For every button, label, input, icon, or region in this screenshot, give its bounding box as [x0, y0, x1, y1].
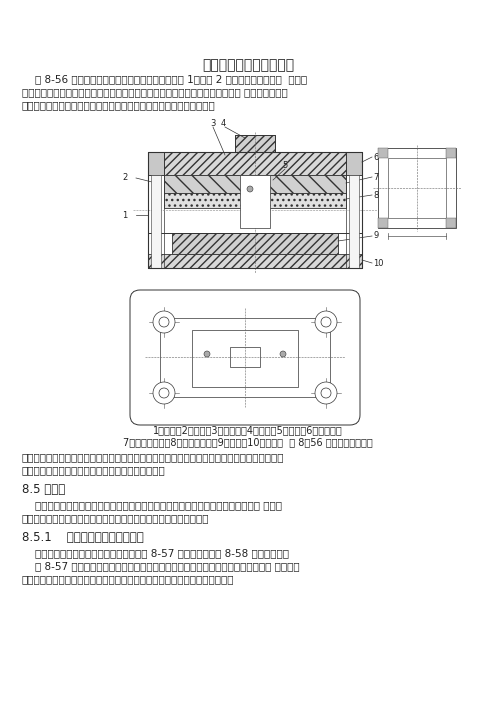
- Bar: [235, 135, 275, 152]
- Bar: [172, 233, 338, 254]
- Text: 8.5 复合模: 8.5 复合模: [22, 483, 65, 496]
- Circle shape: [315, 311, 337, 333]
- Bar: [235, 135, 275, 152]
- Bar: [160, 318, 330, 397]
- Bar: [148, 152, 164, 268]
- Text: 案例四导柱式简单落料模: 案例四导柱式简单落料模: [202, 58, 294, 72]
- Text: 5: 5: [282, 161, 288, 171]
- Bar: [349, 175, 359, 268]
- Bar: [346, 152, 362, 268]
- Bar: [378, 218, 388, 228]
- Bar: [148, 152, 164, 175]
- Circle shape: [280, 351, 286, 357]
- Circle shape: [204, 351, 210, 357]
- Text: 8: 8: [373, 190, 378, 199]
- Circle shape: [153, 311, 175, 333]
- Bar: [346, 152, 362, 175]
- Bar: [148, 233, 362, 268]
- Text: 1－导柱；2－导套；3－档料销；4－模柄；5－凸模；6－上模板；: 1－导柱；2－导套；3－档料销；4－模柄；5－凸模；6－上模板；: [153, 425, 343, 435]
- Text: 图 8-57 为落料拉深复合模。处在上模部分的工作零件落料凸模也是拉深凹模。工 作零件还: 图 8-57 为落料拉深复合模。处在上模部分的工作零件落料凸模也是拉深凹模。工 …: [22, 561, 300, 571]
- Text: 8.5.1    复合模正装和倒装的比较: 8.5.1 复合模正装和倒装的比较: [22, 531, 144, 544]
- Text: 10: 10: [373, 258, 383, 267]
- Text: 制造不复杂，容易达到高的精度，且可进行热处理，使导向面具有高的: 制造不复杂，容易达到高的精度，且可进行热处理，使导向面具有高的: [22, 100, 216, 110]
- Text: 装方便，故在大批量生产中广泛采用导柱式冲裁模。: 装方便，故在大批量生产中广泛采用导柱式冲裁模。: [22, 465, 166, 475]
- Bar: [148, 152, 362, 268]
- Text: 2: 2: [123, 173, 127, 183]
- Text: 6: 6: [373, 152, 378, 161]
- Bar: [151, 175, 161, 268]
- Text: 导柱、导套导向会加大模具轮廓尺寸，使模具笨重，增加模具成本；但导柱导套 系圆柱形结构，: 导柱、导套导向会加大模具轮廓尺寸，使模具笨重，增加模具成本；但导柱导套 系圆柱形…: [22, 87, 288, 97]
- Circle shape: [159, 388, 169, 398]
- Bar: [148, 254, 362, 268]
- Bar: [148, 152, 362, 175]
- Text: 4: 4: [220, 119, 226, 128]
- Bar: [164, 193, 346, 208]
- Text: 1: 1: [123, 211, 127, 220]
- Bar: [192, 330, 298, 387]
- Bar: [164, 175, 346, 193]
- Text: 9: 9: [373, 232, 378, 241]
- Circle shape: [247, 186, 253, 192]
- Bar: [378, 148, 456, 228]
- Text: 复合模能在压力机一次行程内，完成落料、冲孔及拉深等数道工序，所冲压的工件 精度较: 复合模能在压力机一次行程内，完成落料、冲孔及拉深等数道工序，所冲压的工件 精度较: [22, 500, 282, 510]
- Bar: [230, 347, 260, 367]
- Bar: [378, 148, 388, 158]
- Bar: [388, 158, 446, 218]
- Bar: [446, 218, 456, 228]
- FancyBboxPatch shape: [130, 290, 360, 425]
- Text: 常见的复合模结构有正装和倒装两种。图 8-57 为正装结构，图 8-58 为倒装结构。: 常见的复合模结构有正装和倒装两种。图 8-57 为正装结构，图 8-58 为倒装…: [22, 548, 289, 558]
- Circle shape: [321, 388, 331, 398]
- Text: 3: 3: [210, 119, 216, 128]
- Circle shape: [315, 382, 337, 404]
- Circle shape: [153, 382, 175, 404]
- Text: 7: 7: [373, 173, 378, 182]
- Bar: [240, 175, 270, 228]
- Text: 硬度，还可制成标准件。所以，用导柱导套导向比导板可靠，导向精度高，使用寿命长，更换安: 硬度，还可制成标准件。所以，用导柱导套导向比导板可靠，导向精度高，使用寿命长，更…: [22, 452, 285, 462]
- Circle shape: [321, 317, 331, 327]
- Text: 图 8-56 为导柱式简单落料模。上、下模利用导柱 1、导套 2 的滑动配合导向。虽  然采用: 图 8-56 为导柱式简单落料模。上、下模利用导柱 1、导套 2 的滑动配合导向…: [22, 74, 307, 84]
- Bar: [446, 148, 456, 158]
- Text: 7－凸模固定板；8－刚性卸料板；9－凹模；10－下模板  图 8－56 导柱式简单落料模: 7－凸模固定板；8－刚性卸料板；9－凹模；10－下模板 图 8－56 导柱式简单…: [123, 437, 373, 447]
- Text: 高，不受送料误差影响，内外形相对位置重复性好，表面较为平直。: 高，不受送料误差影响，内外形相对位置重复性好，表面较为平直。: [22, 513, 209, 523]
- Circle shape: [159, 317, 169, 327]
- Text: 有落料凹模和拉深凸模。工作时，条料送进，由带导料板的固定卸料板导向。: 有落料凹模和拉深凸模。工作时，条料送进，由带导料板的固定卸料板导向。: [22, 574, 235, 584]
